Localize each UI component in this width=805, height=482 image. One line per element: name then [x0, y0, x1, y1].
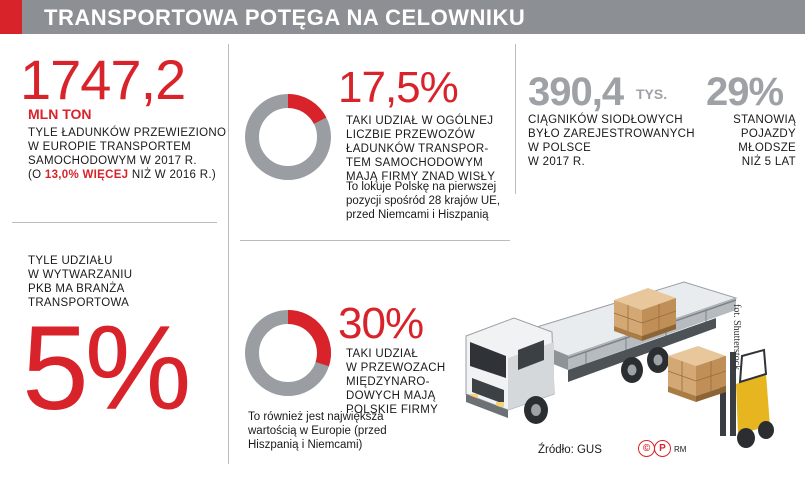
tonnage-desc-pre: (O	[28, 169, 45, 181]
international-note-line: To również jest największa	[248, 411, 384, 423]
tonnage-desc-line: (O 13,0% WIĘCEJ NIŻ W 2016 R.)	[28, 168, 228, 182]
wheel-hub	[653, 354, 663, 366]
publisher-logo-icon: P	[654, 440, 671, 457]
share-desc-line: MAJĄ FIRMY ZNAD WISŁY	[346, 171, 496, 183]
gdp-desc-line: W WYTWARZANIU	[28, 269, 133, 281]
tractors-description: CIĄGNIKÓW SIODŁOWYCH BYŁO ZAREJESTROWANY…	[528, 113, 708, 169]
international-share-value: 30%	[338, 299, 424, 348]
tractors-unit: TYS.	[636, 86, 668, 102]
international-desc-line: DOWYCH MAJĄ	[346, 390, 436, 402]
header-accent	[0, 0, 22, 34]
pallet-base	[696, 386, 726, 402]
tonnage-desc-line: TYLE ŁADUNKÓW PRZEWIEZIONO	[28, 127, 227, 139]
truck-forklift-illustration	[465, 281, 774, 448]
side-window	[518, 340, 544, 370]
young-vehicles-desc-line: POJAZDY	[740, 128, 796, 140]
share-note-line: To lokuje Polskę na pierwszej	[346, 181, 497, 193]
divider-horizontal-left	[12, 222, 217, 223]
international-description: TAKI UDZIAŁ W PRZEWOZACH MIĘDZYNARO- DOW…	[346, 347, 466, 417]
headlight	[496, 402, 504, 407]
page-title: TRANSPORTOWA POTĘGA NA CELOWNIKU	[44, 5, 526, 30]
international-desc-line: W PRZEWOZACH	[346, 362, 446, 374]
bumper	[466, 394, 508, 418]
author-initials: RM	[674, 445, 687, 454]
donut-share-arc	[287, 310, 331, 367]
young-vehicles-desc-line: NIŻ 5 LAT	[741, 156, 796, 168]
share-donut-chart	[245, 94, 331, 180]
tonnage-growth-highlight: 13,0% WIĘCEJ	[44, 169, 129, 181]
international-note: To również jest największa wartością w E…	[248, 410, 448, 452]
young-vehicles-value: 29%	[706, 70, 784, 114]
donut-share-arc	[287, 94, 327, 125]
tonnage-value: 1747,2	[20, 48, 186, 111]
truck-wheels	[524, 347, 669, 424]
divider-horizontal-middle	[240, 240, 510, 241]
box-top	[614, 288, 676, 310]
divider-vertical-right	[515, 44, 516, 194]
tonnage-unit: MLN TON	[28, 106, 92, 122]
pallet-base	[614, 326, 642, 341]
share-description: TAKI UDZIAŁ W OGÓLNEJ LICZBIE PRZEWOZÓW …	[346, 114, 511, 184]
photo-credit: fot. Shutterstock	[731, 304, 742, 371]
tractors-desc-line: CIĄGNIKÓW SIODŁOWYCH	[528, 114, 683, 126]
wheel-hub	[531, 404, 541, 416]
international-note-line: wartością w Europie (przed	[248, 425, 387, 437]
forklift-wheel	[758, 421, 774, 439]
international-donut-chart	[245, 310, 331, 396]
chassis	[568, 318, 716, 382]
gdp-desc-line: TYLE UDZIAŁU	[28, 255, 113, 267]
mast	[730, 352, 736, 436]
share-note-line: pozycji spośród 28 krajów UE,	[346, 195, 501, 207]
pallet-base	[642, 324, 676, 341]
young-vehicles-desc-line: STANOWIĄ	[733, 114, 796, 126]
wheel-hub	[627, 364, 637, 376]
forklift-body	[736, 374, 770, 434]
forklift-cage	[738, 348, 768, 384]
pallet-on-truck	[613, 288, 677, 341]
gdp-desc-line: PKB MA BRANŻA	[28, 283, 125, 295]
truck-cab	[465, 317, 555, 418]
tractors-desc-line: W POLSCE	[528, 142, 592, 154]
tractors-desc-line: W 2017 R.	[528, 156, 586, 168]
share-value: 17,5%	[338, 63, 459, 112]
share-desc-line: LICZBIE PRZEWOZÓW	[346, 129, 476, 141]
share-desc-line: TEM SAMOCHODOWYM	[346, 157, 484, 169]
gdp-description: TYLE UDZIAŁU W WYTWARZANIU PKB MA BRANŻA…	[28, 254, 208, 310]
tractors-desc-line: BYŁO ZAREJESTROWANYCH	[528, 128, 695, 140]
share-desc-line: ŁADUNKÓW TRANSPOR-	[346, 143, 489, 155]
tonnage-desc-line: W EUROPIE TRANSPORTEM	[28, 141, 192, 153]
gdp-desc-line: TRANSPORTOWA	[28, 297, 130, 309]
share-desc-line: TAKI UDZIAŁ W OGÓLNEJ	[346, 115, 494, 127]
gdp-share-value: 5%	[22, 301, 191, 435]
mast	[720, 356, 726, 436]
tonnage-desc-line: SAMOCHODOWYM W 2017 R.	[28, 155, 197, 167]
international-desc-line: TAKI UDZIAŁ	[346, 348, 419, 360]
copyright-icon: ©	[638, 440, 655, 457]
header-band	[0, 0, 805, 34]
international-desc-line: POLSKIE FIRMY	[346, 404, 439, 416]
divider-vertical-left	[228, 44, 229, 464]
share-note: To lokuje Polskę na pierwszej pozycji sp…	[346, 180, 516, 222]
international-note-line: Hiszpanią i Niemcami)	[248, 439, 363, 451]
source-note: Źródło: GUS	[538, 444, 602, 456]
share-note-line: przed Niemcami i Hiszpanią	[346, 209, 489, 221]
international-desc-line: MIĘDZYNARO-	[346, 376, 430, 388]
tonnage-desc-post: NIŻ W 2016 R.)	[128, 169, 216, 181]
pallet-base	[668, 386, 696, 402]
box-top	[668, 346, 726, 366]
young-vehicles-desc-line: MŁODSZE	[738, 142, 796, 154]
tractors-value: 390,4	[528, 70, 624, 114]
forklift	[667, 346, 774, 448]
windshield	[470, 342, 506, 378]
tonnage-description: TYLE ŁADUNKÓW PRZEWIEZIONO W EUROPIE TRA…	[28, 126, 228, 182]
grille	[472, 378, 504, 404]
headlight	[470, 394, 478, 399]
forklift-wheel	[737, 428, 755, 448]
young-vehicles-description: STANOWIĄ POJAZDY MŁODSZE NIŻ 5 LAT	[706, 113, 796, 169]
